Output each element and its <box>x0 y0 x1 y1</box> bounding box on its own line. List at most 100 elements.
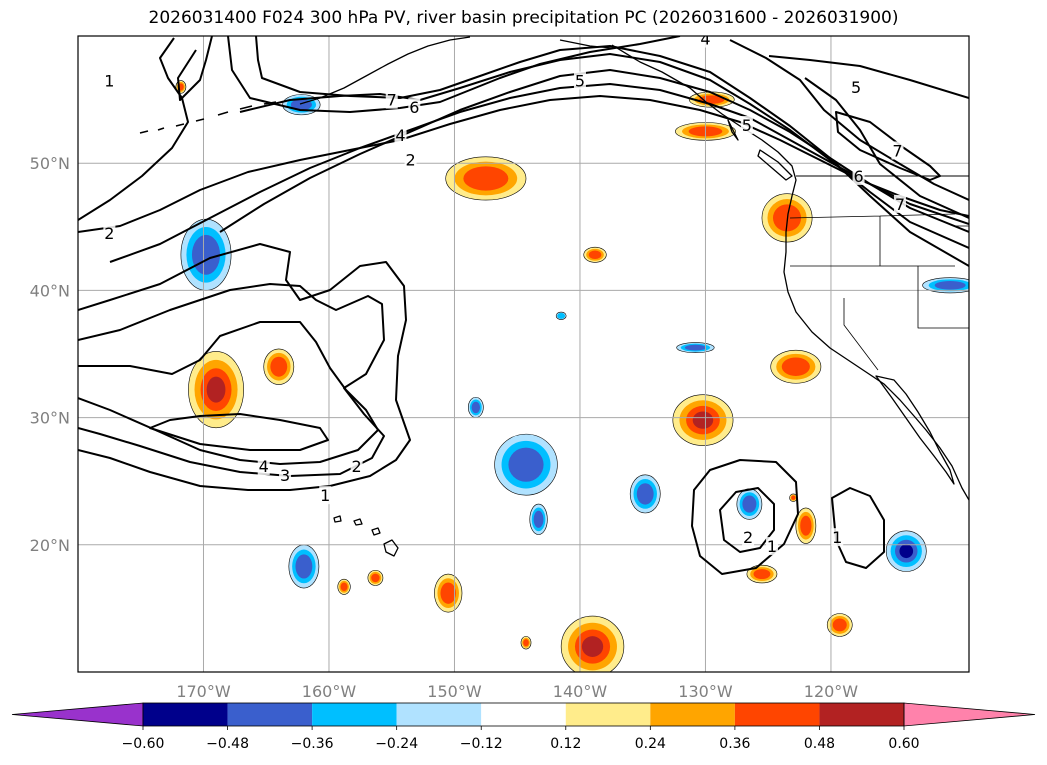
pv-contour-label: 7 <box>385 90 398 110</box>
colorbar-tick-label: 0.48 <box>804 736 835 752</box>
pv-contour-4-inner <box>149 413 329 451</box>
precip-level <box>270 356 288 377</box>
precip-area-pos-10 <box>746 564 778 584</box>
svg-text:6: 6 <box>853 167 863 186</box>
precip-level <box>463 166 509 191</box>
precip-area-neg-30 <box>555 311 567 320</box>
svg-text:5: 5 <box>851 78 861 97</box>
pv-contour-jet-outer <box>227 36 681 113</box>
precip-level <box>791 495 796 500</box>
colorbar-tick-label: 0.36 <box>719 736 750 752</box>
pv-contour-label: 1 <box>831 528 844 547</box>
colorbar: −0.60 −0.48 −0.36 −0.24 −0.12 0.12 0.24 0.36 0.4… <box>11 702 1036 752</box>
pv-contour-5-east <box>768 55 969 99</box>
baja-california <box>875 375 955 485</box>
pv-contour-label: 5 <box>740 116 753 135</box>
precip-area-neg-27 <box>885 530 927 572</box>
hawaii-big-island <box>383 539 399 557</box>
precip-area-neg-26 <box>467 396 484 418</box>
pv-contour-2-trough <box>78 243 411 491</box>
pv-contour-1-ring <box>177 36 213 101</box>
precip-level <box>832 618 847 632</box>
lon-label: 170°W <box>176 682 231 701</box>
pv-contour-3-trough <box>78 283 385 477</box>
pv-contour-label: 4 <box>394 126 407 145</box>
precip-level <box>523 639 529 647</box>
pv-contour-1-small <box>831 487 885 569</box>
hawaii-kauai <box>333 515 342 523</box>
precip-area-pos-5 <box>188 351 244 429</box>
precip-level <box>742 495 757 513</box>
pv-contour-label: 5 <box>850 77 863 97</box>
svg-text:2: 2 <box>743 528 753 547</box>
precip-level <box>508 447 544 482</box>
pv-contour-label: 3 <box>279 465 292 485</box>
colorbar-outline <box>142 702 905 727</box>
pv-contour-label: 5 <box>573 71 586 91</box>
pv-contour-label: 7 <box>891 141 904 160</box>
svg-text:4: 4 <box>395 126 405 145</box>
pv-contour-label: 1 <box>765 537 778 556</box>
svg-text:7: 7 <box>892 141 902 160</box>
lon-label: 140°W <box>553 682 608 701</box>
latitude-labels: 20°N 30°N 40°N 50°N <box>30 154 70 555</box>
svg-text:7: 7 <box>895 195 905 214</box>
precip-area-pos-13 <box>367 569 384 586</box>
precip-area-pos-15 <box>826 613 853 637</box>
map-title: 2026031400 F024 300 hPa PV, river basin … <box>148 8 899 28</box>
lat-label: 50°N <box>30 154 70 173</box>
precip-level <box>781 357 810 376</box>
pv-contour-label: 4 <box>257 456 270 476</box>
pv-contour-1-north <box>78 37 189 221</box>
precip-level <box>471 401 481 414</box>
lon-label: 130°W <box>678 682 733 701</box>
svg-text:7: 7 <box>387 91 397 110</box>
svg-text:2: 2 <box>352 457 362 476</box>
pv-contour-5-jet <box>219 69 969 233</box>
colorbar-segment <box>396 703 482 726</box>
precip-area-pos-4 <box>583 246 607 263</box>
precip-area-pos-12 <box>434 573 463 613</box>
svg-text:2: 2 <box>104 224 114 243</box>
svg-text:1: 1 <box>832 528 842 547</box>
colorbar-tick-label: 0.12 <box>550 736 581 752</box>
colorbar-segment <box>734 703 820 726</box>
pv-contour-4-trough <box>78 321 379 465</box>
precip-area-neg-25 <box>288 544 320 589</box>
precip-area-pos-7 <box>672 394 734 446</box>
hawaii-maui <box>371 527 381 536</box>
svg-text:5: 5 <box>742 116 752 135</box>
precip-level <box>340 582 348 592</box>
pv-contour-7-jet <box>255 36 969 267</box>
colorbar-tick-label: −0.36 <box>291 736 334 752</box>
lat-label: 40°N <box>30 281 70 300</box>
precip-level <box>295 554 313 579</box>
colorbar-tick-label: −0.12 <box>460 736 503 752</box>
pv-contour-label: 1 <box>103 71 116 91</box>
precip-area-neg-22 <box>529 503 548 535</box>
precip-level <box>753 569 771 580</box>
svg-text:5: 5 <box>575 72 585 91</box>
precip-level <box>371 573 380 583</box>
haida-gwaii <box>727 119 739 141</box>
vancouver-island <box>757 149 793 181</box>
pv-contour-label: 2 <box>103 224 116 243</box>
colorbar-tick-label: −0.60 <box>122 736 165 752</box>
precip-area-neg-23 <box>629 474 661 514</box>
colorbar-segment <box>143 703 228 726</box>
precip-area-pos-14 <box>337 578 351 595</box>
svg-text:2: 2 <box>405 150 415 169</box>
precip-area-pos-11 <box>560 615 625 672</box>
pv-contour-label: 6 <box>408 98 421 117</box>
pv-contour-label: 1 <box>319 486 332 505</box>
precip-area-pos-18 <box>789 493 798 502</box>
pv-contour-high-east <box>729 39 969 201</box>
colorbar-segment <box>819 703 904 726</box>
precip-level <box>581 636 604 657</box>
precip-level <box>636 483 654 505</box>
precip-level <box>191 234 221 275</box>
pv-contour-label: 6 <box>852 166 865 186</box>
precip-level <box>899 544 914 559</box>
